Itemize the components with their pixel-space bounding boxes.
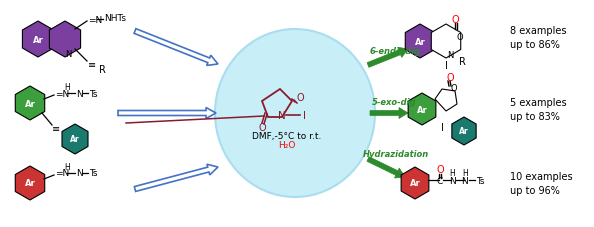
Polygon shape bbox=[408, 94, 436, 126]
Text: Ts: Ts bbox=[89, 169, 97, 178]
Polygon shape bbox=[23, 22, 53, 58]
Polygon shape bbox=[370, 108, 408, 119]
Text: ≡: ≡ bbox=[88, 60, 96, 70]
Text: N: N bbox=[462, 176, 469, 185]
Text: H: H bbox=[64, 162, 70, 171]
Text: O: O bbox=[446, 73, 454, 83]
Text: O: O bbox=[258, 122, 266, 132]
Text: Hydrazidation: Hydrazidation bbox=[363, 149, 429, 158]
Text: Ar: Ar bbox=[415, 37, 425, 46]
Text: R: R bbox=[459, 57, 466, 67]
Text: 5-exo-dig: 5-exo-dig bbox=[372, 98, 416, 106]
Ellipse shape bbox=[215, 30, 375, 197]
Text: Ar: Ar bbox=[416, 105, 427, 114]
Text: =N: =N bbox=[55, 169, 69, 178]
Polygon shape bbox=[367, 157, 405, 178]
Text: N: N bbox=[65, 49, 71, 58]
Polygon shape bbox=[134, 30, 218, 66]
Polygon shape bbox=[15, 87, 45, 121]
Text: H: H bbox=[449, 168, 455, 177]
Text: ≡: ≡ bbox=[52, 123, 60, 133]
Text: 6-endo-dig: 6-endo-dig bbox=[370, 47, 421, 56]
Text: Ar: Ar bbox=[24, 179, 36, 188]
Polygon shape bbox=[367, 48, 408, 68]
Polygon shape bbox=[15, 166, 45, 200]
Text: Ar: Ar bbox=[24, 99, 36, 108]
Text: =N: =N bbox=[55, 89, 69, 98]
Text: N: N bbox=[448, 176, 456, 185]
Text: Ts: Ts bbox=[89, 89, 97, 98]
Polygon shape bbox=[431, 25, 461, 59]
Text: O: O bbox=[451, 15, 459, 25]
Text: R: R bbox=[99, 65, 106, 75]
Polygon shape bbox=[452, 118, 476, 145]
Text: O: O bbox=[436, 164, 444, 174]
Polygon shape bbox=[118, 108, 216, 119]
Text: 8 examples
up to 86%: 8 examples up to 86% bbox=[510, 25, 567, 50]
Text: H₂O: H₂O bbox=[279, 141, 296, 150]
Text: N: N bbox=[447, 50, 453, 59]
Polygon shape bbox=[62, 124, 88, 154]
Text: I: I bbox=[303, 111, 306, 121]
Text: Ar: Ar bbox=[459, 127, 469, 136]
Text: Ar: Ar bbox=[33, 35, 43, 44]
Polygon shape bbox=[49, 22, 81, 58]
Text: Ar: Ar bbox=[410, 179, 421, 188]
Text: O: O bbox=[457, 32, 463, 41]
Text: O: O bbox=[296, 93, 304, 103]
Polygon shape bbox=[401, 167, 429, 199]
Polygon shape bbox=[435, 90, 457, 111]
Text: I: I bbox=[441, 122, 444, 132]
Text: Ts: Ts bbox=[476, 176, 485, 185]
Text: =N: =N bbox=[88, 15, 102, 24]
Text: N: N bbox=[278, 111, 286, 121]
Polygon shape bbox=[134, 165, 218, 192]
Text: 10 examples
up to 96%: 10 examples up to 96% bbox=[510, 171, 573, 195]
Text: H: H bbox=[462, 168, 468, 177]
Polygon shape bbox=[405, 25, 435, 59]
Text: I: I bbox=[444, 61, 447, 71]
Text: N: N bbox=[76, 89, 83, 98]
Text: DMF,-5°C to r.t.: DMF,-5°C to r.t. bbox=[252, 131, 322, 140]
Text: NHTs: NHTs bbox=[104, 13, 126, 22]
Text: H: H bbox=[64, 82, 70, 91]
Text: C: C bbox=[437, 176, 443, 185]
Text: N: N bbox=[76, 169, 83, 178]
Text: Ar: Ar bbox=[70, 135, 80, 144]
Text: 5 examples
up to 83%: 5 examples up to 83% bbox=[510, 97, 567, 122]
Text: O: O bbox=[451, 83, 457, 92]
